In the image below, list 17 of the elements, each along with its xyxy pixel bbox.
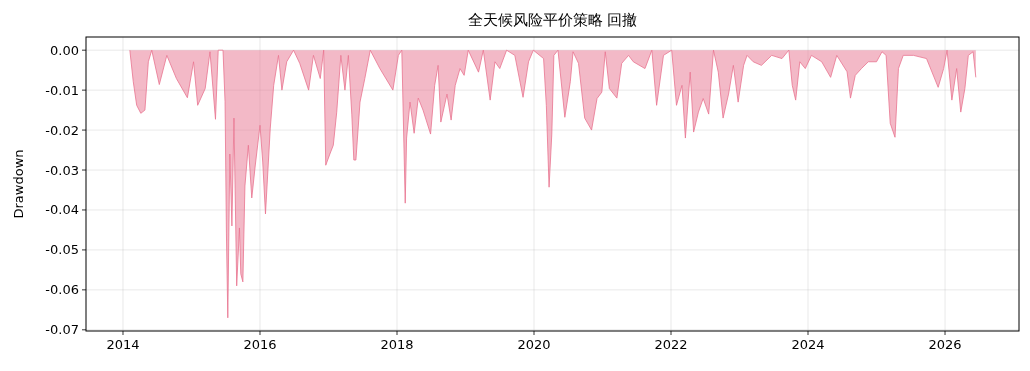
y-tick-label: -0.04 xyxy=(45,202,79,218)
x-tick-label: 2016 xyxy=(243,337,277,352)
y-tick-label: -0.01 xyxy=(45,82,79,98)
y-tick-label: 0.00 xyxy=(50,42,79,58)
x-tick-label: 2018 xyxy=(380,337,414,352)
y-tick-label: -0.02 xyxy=(45,122,79,138)
y-tick-label: -0.07 xyxy=(45,322,79,338)
y-tick-label: -0.06 xyxy=(45,282,79,298)
x-tick-label: 2026 xyxy=(928,337,962,352)
y-tick-label: -0.05 xyxy=(45,242,79,258)
y-axis-title: Drawdown xyxy=(11,149,26,219)
chart-title: 全天候风险平价策略 回撤 xyxy=(467,11,638,29)
x-tick-label: 2014 xyxy=(106,337,140,352)
x-tick-label: 2022 xyxy=(654,337,688,352)
x-tick-label: 2020 xyxy=(517,337,551,352)
x-tick-label: 2024 xyxy=(791,337,825,352)
y-tick-label: -0.03 xyxy=(45,162,79,178)
